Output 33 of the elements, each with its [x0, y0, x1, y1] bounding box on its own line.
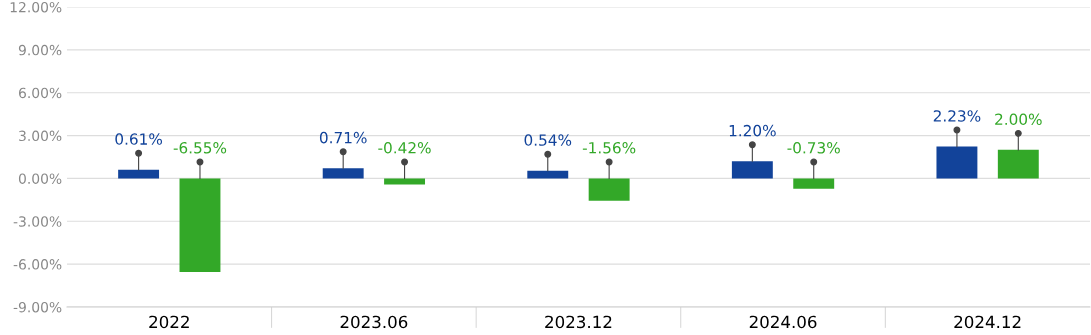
y-tick-label: -3.00%: [13, 216, 62, 227]
data-label: 2.23%: [933, 110, 981, 122]
y-tick-label: -9.00%: [13, 301, 62, 313]
bar: [936, 146, 978, 179]
bar: [731, 161, 773, 179]
x-tick-label: 2022: [149, 315, 189, 329]
data-label: -0.73%: [787, 142, 840, 154]
data-label: -6.55%: [173, 142, 227, 154]
data-label: 1.20%: [729, 124, 776, 137]
x-tick-label: 2024.06: [749, 315, 817, 329]
data-label: -0.42%: [378, 142, 431, 154]
x-tick-label: 2023.12: [545, 315, 612, 329]
bar: [997, 149, 1039, 179]
bar: [527, 170, 569, 179]
y-tick-label: 0.00%: [18, 173, 62, 184]
bar: [118, 169, 160, 179]
y-tick-label: 9.00%: [18, 44, 62, 56]
bar: [793, 178, 835, 189]
y-tick-label: 6.00%: [18, 87, 62, 99]
bar: [384, 178, 426, 185]
y-tick-label: -6.00%: [13, 259, 62, 270]
y-tick-label: 12.00%: [10, 1, 62, 13]
bar: [588, 178, 630, 201]
x-tick-label: 2023.06: [340, 315, 408, 329]
data-label: 0.61%: [115, 133, 163, 145]
bar: [322, 168, 364, 179]
x-tick-label: 2024.12: [954, 315, 1021, 329]
data-label: 0.54%: [524, 134, 572, 146]
bar: [179, 178, 221, 272]
y-tick-label: 3.00%: [19, 130, 62, 142]
data-label: -1.56%: [582, 142, 636, 154]
data-label: 2.00%: [995, 113, 1042, 125]
data-label: 0.71%: [319, 131, 367, 144]
